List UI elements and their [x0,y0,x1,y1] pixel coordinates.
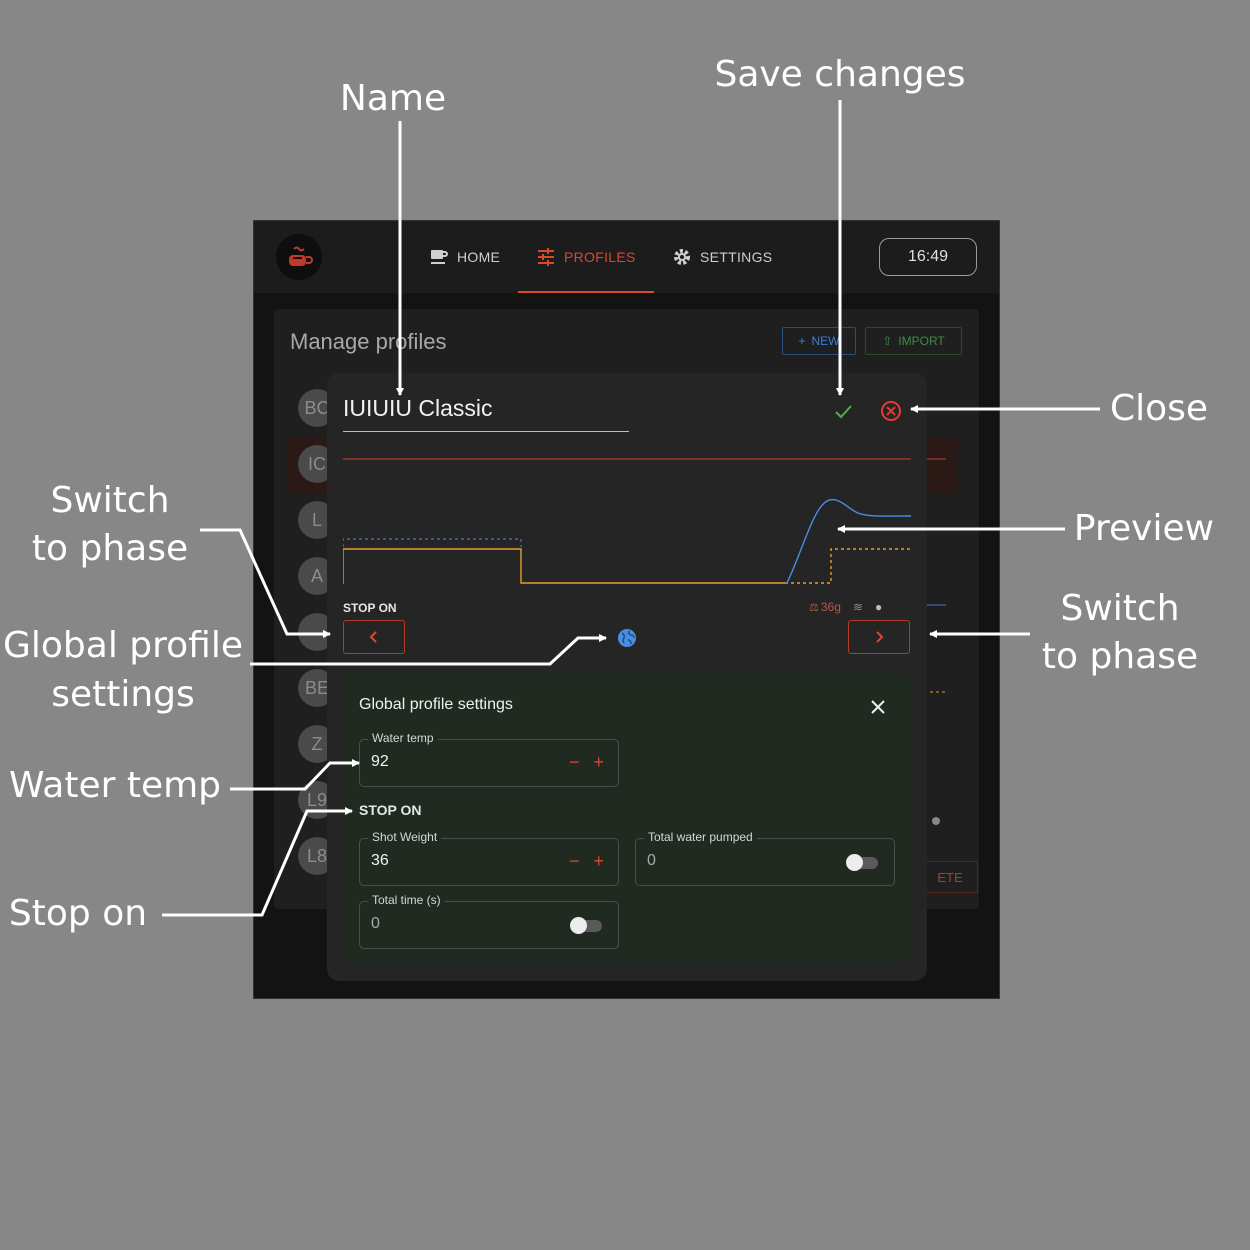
minus-icon[interactable]: − [568,851,580,871]
annotation-switch-right-2: to phase [1041,636,1199,677]
nav-home[interactable]: HOME [429,244,500,270]
cup-icon [431,250,448,264]
global-settings-arrow [250,634,607,666]
new-profile-button[interactable]: + NEW [782,327,856,355]
annotation-global-2: settings [51,674,195,715]
preview-temp-target-line [785,548,911,584]
preview-flow-line [786,498,912,584]
nav-settings[interactable]: SETTINGS [672,244,772,270]
close-global-settings-button[interactable] [864,693,892,721]
nav-profiles-label: PROFILES [564,249,636,265]
global-settings-title: Global profile settings [359,696,513,713]
close-dialog-button[interactable] [877,397,905,425]
gear-icon [674,249,690,265]
globe-icon [618,629,636,647]
total-water-field[interactable]: Total water pumped 0 [635,830,895,886]
close-icon [871,700,885,714]
annotation-save: Save changes [714,54,966,95]
plus-icon[interactable]: + [593,752,604,772]
toggle-knob [570,917,587,934]
preview-flow-target-line [343,538,522,547]
annotation-switch-left-2: to phase [31,528,189,569]
plus-icon[interactable]: + [593,851,604,871]
profile-edit-dialog: IUIUIU Classic STOP ON ⚖ 36g ≋ ● [327,373,927,981]
upload-icon: ⇧ [882,334,893,348]
top-navigation-bar: HOME PROFILES SETTINGS 16:49 [254,221,999,293]
water-temp-value: 92 [371,753,389,770]
stop-on-label: STOP ON [343,601,397,615]
shot-weight-field[interactable]: Shot Weight 36 − + [359,830,619,886]
active-tab-indicator [518,291,654,293]
plus-icon: + [798,334,806,348]
toggle-knob [846,854,863,871]
import-label: IMPORT [898,334,945,348]
save-changes-button[interactable] [829,397,857,425]
annotation-stop-on: Stop on [8,893,148,934]
sliders-icon [538,248,554,266]
background-chart-fragment [924,458,946,825]
import-profile-button[interactable]: ⇧ IMPORT [865,327,962,355]
preview-temp-line [343,548,785,584]
previous-phase-button[interactable] [343,620,405,654]
switch-left-arrow [200,528,331,638]
annotation-close: Close [1109,388,1209,429]
total-water-label: Total water pumped [644,830,757,844]
annotation-water-temp: Water temp [8,765,222,806]
next-phase-button[interactable] [848,620,910,654]
stop-on-arrow [162,807,353,917]
stop-weight-value: 36g [820,600,841,614]
annotation-global-1: Global profile [3,625,243,666]
new-label: NEW [811,334,840,348]
app-window: HOME PROFILES SETTINGS 16:49 Manage prof… [253,220,1000,999]
chevron-right-icon [876,631,884,643]
annotation-switch-left-1: Switch [50,480,170,521]
water-temp-stepper: − + [569,753,604,771]
name-underline [343,431,629,432]
shot-weight-value: 36 [371,852,389,869]
nav-profiles[interactable]: PROFILES [536,244,636,270]
global-settings-card: Global profile settings Water temp 92 − … [343,674,911,964]
minus-icon[interactable]: − [568,752,580,772]
clock-display: 16:49 [879,238,977,276]
phase-stop-stats: ⚖ 36g ≋ ● [809,600,882,614]
shot-weight-stepper: − + [569,852,604,870]
total-time-label: Total time (s) [368,893,445,907]
checkmark-icon [835,405,852,419]
annotation-name: Name [339,78,447,119]
nav-home-label: HOME [457,249,501,265]
water-temp-label: Water temp [368,731,438,745]
annotation-switch-right-1: Switch [1060,588,1180,629]
global-settings-button[interactable] [616,627,638,649]
total-time-value: 0 [371,915,380,932]
total-time-toggle[interactable] [570,917,602,934]
timer-icon: ● [874,600,883,614]
profile-preview-chart [343,458,912,584]
profile-name-input[interactable]: IUIUIU Classic [343,395,493,421]
total-time-field[interactable]: Total time (s) 0 [359,893,619,949]
water-temp-arrow [230,759,360,791]
close-circle-icon [881,401,901,421]
scale-icon: ⚖ [809,601,819,614]
page-title: Manage profiles [290,329,447,354]
shot-weight-label: Shot Weight [368,830,442,844]
total-water-toggle[interactable] [846,854,878,871]
total-water-value: 0 [647,852,656,869]
nav-settings-label: SETTINGS [700,249,773,265]
chevron-left-icon [369,631,377,643]
annotation-preview: Preview [1073,508,1215,549]
water-icon: ≋ [852,600,863,614]
coffee-cup-icon [289,246,313,266]
stop-on-section-label: STOP ON [359,802,422,818]
water-temp-field[interactable]: Water temp 92 − + [359,731,619,787]
app-logo[interactable] [276,234,322,280]
